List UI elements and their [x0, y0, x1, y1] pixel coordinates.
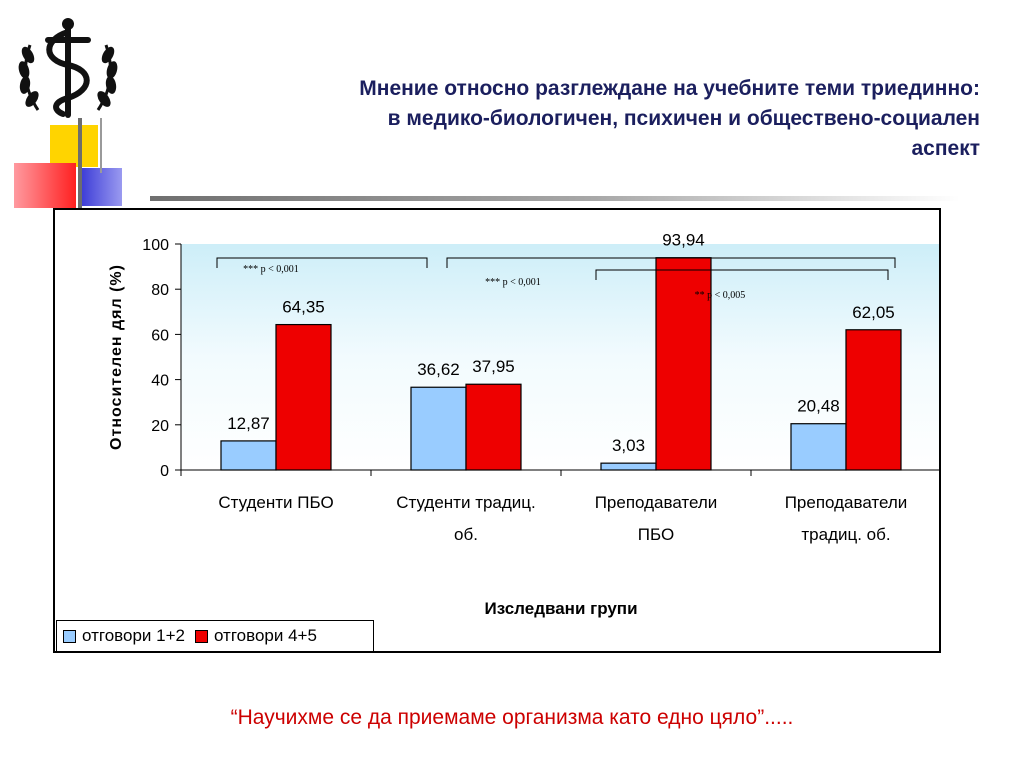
significance-bracket-2 — [446, 257, 896, 268]
slide-title: Мнение относно разглеждане на учебните т… — [120, 74, 980, 164]
legend-swatch-series-1 — [63, 629, 76, 643]
data-label: 3,03 — [612, 436, 645, 455]
decor-vertical-line-2 — [100, 118, 102, 173]
legend-item-series-1: отговори 1+2 — [63, 626, 185, 646]
bar — [845, 329, 902, 471]
bar-chart: 0 20 40 60 80 100 Относителен дял (%) Студенти … — [108, 231, 939, 618]
x-tick-label: об. — [454, 525, 478, 544]
x-axis-title: Изследвани групи — [484, 599, 637, 618]
significance-label: *** p < 0,001 — [243, 264, 299, 275]
data-label: 93,94 — [662, 231, 705, 250]
legend-label-series-2: отговори 4+5 — [213, 626, 317, 645]
legend-label-series-1: отговори 1+2 — [82, 626, 185, 645]
decor-red-square — [14, 163, 76, 208]
bar — [410, 386, 467, 471]
decor-blue-square — [80, 168, 122, 206]
bar — [790, 423, 847, 471]
data-label: 62,05 — [852, 303, 895, 322]
slide-title-line-2: в медико-биологичен, психичен и обществе… — [387, 107, 980, 130]
bar — [275, 323, 332, 471]
slide-title-line-1: Мнение относно разглеждане на учебните т… — [359, 77, 980, 100]
bar — [600, 462, 657, 471]
x-tick-label: традиц. об. — [801, 525, 890, 544]
bar — [655, 257, 712, 471]
data-label: 64,35 — [282, 298, 325, 317]
caduceus-wreath-logo — [18, 18, 118, 118]
chart-frame: 0 20 40 60 80 100 Относителен дял (%) Студенти … — [53, 208, 941, 653]
significance-label: ** p < 0,005 — [695, 290, 746, 301]
significance-label: *** p < 0,001 — [485, 277, 541, 288]
decor-yellow-square — [50, 125, 98, 167]
y-tick-label: 80 — [151, 282, 169, 299]
y-tick-label: 60 — [151, 327, 169, 344]
significance-bracket-3 — [595, 269, 889, 280]
chart-legend: отговори 1+2 отговори 4+5 — [56, 620, 374, 652]
x-tick-label: ПБО — [638, 525, 674, 544]
title-divider-line — [150, 196, 960, 201]
closing-quote: “Научихме се да приемаме организма като … — [230, 706, 794, 729]
data-label: 37,95 — [472, 357, 515, 376]
decor-vertical-line — [78, 118, 82, 210]
significance-bracket-1 — [216, 257, 428, 268]
data-label: 20,48 — [797, 397, 840, 416]
x-tick-label: Преподаватели — [785, 493, 908, 512]
y-tick-label: 0 — [160, 463, 169, 480]
x-tick-label: Преподаватели — [595, 493, 718, 512]
bar — [465, 383, 522, 471]
y-tick-label: 20 — [151, 418, 169, 435]
legend-item-series-2: отговори 4+5 — [194, 626, 317, 646]
y-tick-label: 40 — [151, 373, 169, 390]
data-label: 36,62 — [417, 360, 460, 379]
slide-title-line-3: аспект — [911, 137, 980, 160]
x-tick-label: Студенти традиц. — [396, 493, 536, 512]
bar — [220, 440, 277, 471]
legend-swatch-series-2 — [194, 629, 208, 643]
y-axis-title: Относителен дял (%) — [108, 264, 125, 450]
x-tick-label: Студенти ПБО — [218, 493, 333, 512]
y-tick-label: 100 — [142, 237, 169, 254]
data-label: 12,87 — [227, 414, 270, 433]
